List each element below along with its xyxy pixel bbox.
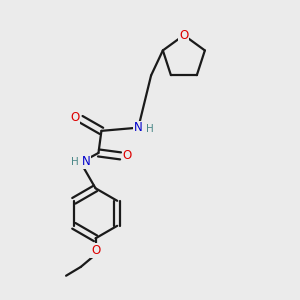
Text: O: O [179,29,188,42]
Text: N: N [134,122,142,134]
Text: H: H [146,124,154,134]
Text: O: O [91,244,100,257]
Text: O: O [70,111,80,124]
Text: N: N [82,155,91,168]
Text: H: H [71,157,79,167]
Text: O: O [122,149,132,162]
